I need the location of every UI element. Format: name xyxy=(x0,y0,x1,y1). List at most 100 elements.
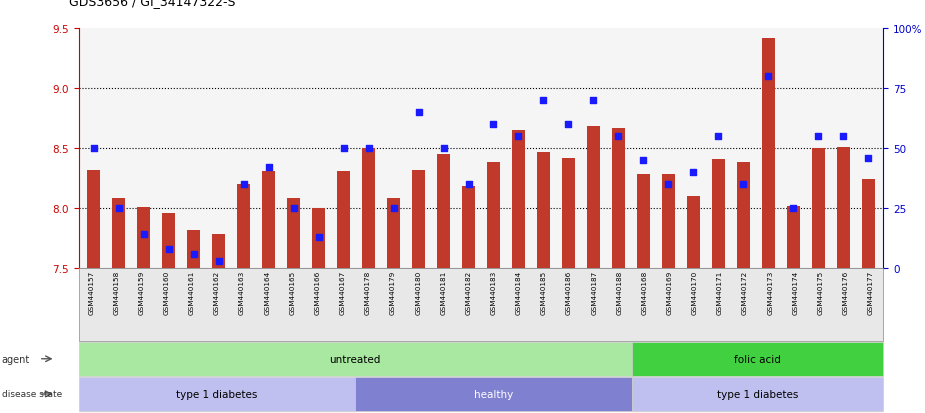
Point xyxy=(236,181,251,188)
Bar xyxy=(287,199,301,268)
Bar xyxy=(187,230,201,268)
Bar xyxy=(761,38,775,268)
Text: GDS3656 / GI_34147322-S: GDS3656 / GI_34147322-S xyxy=(69,0,236,8)
Point xyxy=(861,155,876,161)
Text: GSM440175: GSM440175 xyxy=(818,271,823,315)
Bar xyxy=(462,187,475,268)
Text: GSM440188: GSM440188 xyxy=(616,271,623,315)
Point xyxy=(361,145,376,152)
Point xyxy=(311,234,326,241)
Point xyxy=(811,133,826,140)
Bar xyxy=(786,206,800,268)
Text: GSM440164: GSM440164 xyxy=(265,271,270,315)
Point xyxy=(736,181,751,188)
Point xyxy=(636,157,651,164)
Text: GSM440185: GSM440185 xyxy=(541,271,547,315)
Text: folic acid: folic acid xyxy=(734,354,781,364)
Point xyxy=(761,74,776,80)
Bar xyxy=(636,175,650,268)
Bar xyxy=(262,171,276,268)
Text: GSM440168: GSM440168 xyxy=(641,271,648,315)
Point xyxy=(786,205,801,212)
Text: GSM440184: GSM440184 xyxy=(516,271,522,315)
Text: GSM440171: GSM440171 xyxy=(717,271,723,315)
Bar xyxy=(711,159,725,268)
Text: GSM440180: GSM440180 xyxy=(415,271,421,315)
Point xyxy=(661,181,676,188)
Bar xyxy=(112,199,126,268)
Bar xyxy=(387,199,401,268)
Bar xyxy=(661,175,675,268)
Text: GSM440177: GSM440177 xyxy=(868,271,874,315)
Text: GSM440178: GSM440178 xyxy=(364,271,371,315)
Text: GSM440162: GSM440162 xyxy=(214,271,220,315)
Text: GSM440161: GSM440161 xyxy=(189,271,195,315)
Point xyxy=(261,164,276,171)
Bar xyxy=(736,163,750,268)
Text: healthy: healthy xyxy=(474,389,513,399)
Point xyxy=(487,121,501,128)
Bar xyxy=(536,152,550,268)
Point xyxy=(461,181,475,188)
Text: GSM440182: GSM440182 xyxy=(465,271,472,315)
Text: GSM440176: GSM440176 xyxy=(843,271,848,315)
Point xyxy=(561,121,576,128)
Point xyxy=(611,133,626,140)
Bar xyxy=(561,158,575,268)
Bar xyxy=(487,163,500,268)
Bar xyxy=(437,155,450,268)
Text: GSM440159: GSM440159 xyxy=(139,271,144,315)
Text: GSM440172: GSM440172 xyxy=(742,271,748,315)
Point xyxy=(286,205,301,212)
Point xyxy=(711,133,726,140)
Bar xyxy=(87,170,101,268)
Bar xyxy=(861,180,875,268)
Text: GSM440173: GSM440173 xyxy=(767,271,773,315)
Bar xyxy=(586,127,600,268)
Bar xyxy=(312,209,326,268)
Text: untreated: untreated xyxy=(329,354,381,364)
Point xyxy=(536,97,551,104)
Point xyxy=(686,169,701,176)
Bar xyxy=(212,235,226,268)
Text: GSM440165: GSM440165 xyxy=(290,271,295,315)
Bar xyxy=(686,197,700,268)
Point xyxy=(336,145,351,152)
Bar xyxy=(811,149,825,268)
Text: GSM440158: GSM440158 xyxy=(114,271,119,315)
Text: GSM440183: GSM440183 xyxy=(490,271,497,315)
Point xyxy=(211,258,226,265)
Bar xyxy=(337,171,351,268)
Point xyxy=(436,145,450,152)
Point xyxy=(386,205,401,212)
Text: GSM440181: GSM440181 xyxy=(440,271,446,315)
Text: disease state: disease state xyxy=(2,389,62,399)
Text: GSM440186: GSM440186 xyxy=(566,271,572,315)
Text: type 1 diabetes: type 1 diabetes xyxy=(717,389,798,399)
Text: GSM440166: GSM440166 xyxy=(314,271,321,315)
Point xyxy=(512,133,526,140)
Bar xyxy=(512,131,525,268)
Bar xyxy=(611,128,625,268)
Bar xyxy=(412,170,426,268)
Bar xyxy=(836,147,850,268)
Point xyxy=(836,133,851,140)
Text: GSM440167: GSM440167 xyxy=(339,271,346,315)
Point xyxy=(186,251,201,257)
Text: agent: agent xyxy=(2,354,31,364)
Text: GSM440174: GSM440174 xyxy=(793,271,798,315)
Point xyxy=(86,145,101,152)
Point xyxy=(111,205,126,212)
Text: GSM440169: GSM440169 xyxy=(667,271,672,315)
Bar xyxy=(137,207,151,268)
Text: GSM440160: GSM440160 xyxy=(164,271,169,315)
Point xyxy=(586,97,601,104)
Bar xyxy=(162,214,176,268)
Point xyxy=(136,232,151,238)
Text: GSM440187: GSM440187 xyxy=(591,271,598,315)
Bar xyxy=(362,149,376,268)
Text: GSM440163: GSM440163 xyxy=(239,271,245,315)
Point xyxy=(161,246,176,253)
Text: type 1 diabetes: type 1 diabetes xyxy=(177,389,258,399)
Bar xyxy=(237,185,251,268)
